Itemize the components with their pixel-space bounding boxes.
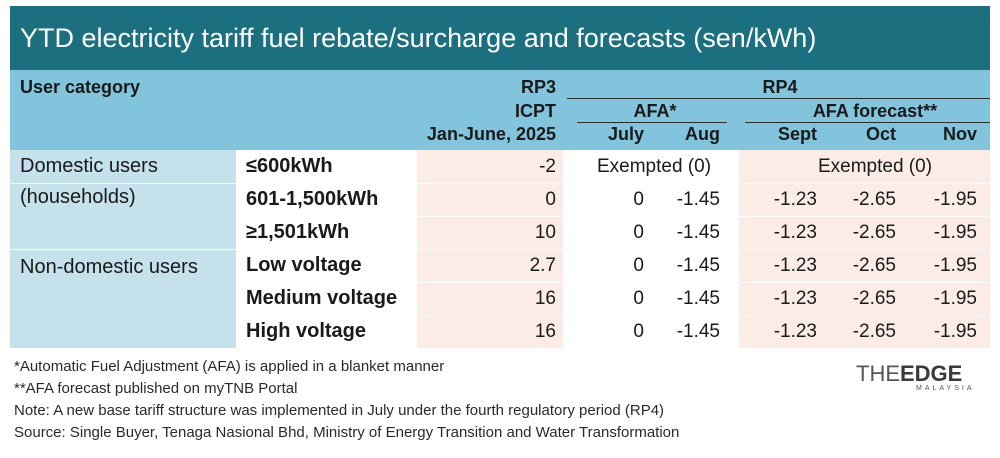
header-month-aug: Aug [685,124,720,144]
aug-value: -1.45 [676,222,720,243]
july-value: 0 [633,189,644,210]
table-title: YTD electricity tariff fuel rebate/surch… [10,6,990,70]
header-jan-june: Jan-June, 2025 [426,124,556,144]
nov-value: -1.95 [933,288,977,309]
header-afa: AFA* [633,101,677,121]
oct-value: -2.65 [852,288,896,309]
july-value: 0 [633,288,644,309]
category-domestic: Domestic users [20,155,158,177]
icpt-value: 2.7 [529,255,556,276]
logo-malaysia: MALAYSIA [916,385,975,392]
row-sub-label: ≥1,501kWh [246,221,350,243]
nov-value: -1.95 [933,189,977,210]
nov-value: -1.95 [933,255,977,276]
the-edge-logo: THEEDGE MALAYSIA [856,361,988,397]
header-user-category: User category [20,77,141,97]
header-rp4: RP4 [762,77,798,97]
oct-value: -2.65 [852,321,896,342]
logo-edge: EDGE [900,361,963,386]
sept-value: -1.23 [773,189,817,210]
icpt-value: -2 [539,156,556,177]
header-month-july: July [607,124,644,144]
aug-value: -1.45 [676,288,720,309]
sept-value: -1.23 [773,288,817,309]
row-divider [10,249,990,250]
row-divider [10,183,990,184]
sept-value: -1.23 [773,255,817,276]
row-sub-label: 601-1,500kWh [246,188,379,210]
row-sub-label: Medium voltage [246,287,398,309]
header-rp3: RP3 [520,77,556,97]
header-month-oct: Oct [865,124,896,144]
category-non-domestic: Non-domestic users [20,256,198,278]
afa-rule [577,122,727,123]
table-header [10,70,990,150]
afa-forecast-rule [745,122,990,123]
sept-value: -1.23 [773,222,817,243]
header-icpt: ICPT [514,101,556,121]
header-month-sept: Sept [777,124,817,144]
nov-value: -1.95 [933,222,977,243]
oct-value: -2.65 [852,222,896,243]
forecast-exempted: Exempted (0) [817,156,933,177]
oct-value: -2.65 [852,189,896,210]
row-sub-label: ≤600kWh [246,155,333,177]
afa-exempted: Exempted (0) [596,156,712,177]
footnote-note: Note: A new base tariff structure was im… [14,402,665,419]
nov-value: -1.95 [933,321,977,342]
july-value: 0 [633,255,644,276]
row-sub-label: Low voltage [246,254,362,276]
icpt-value: 0 [545,189,556,210]
oct-value: -2.65 [852,255,896,276]
july-value: 0 [633,321,644,342]
aug-value: -1.45 [676,189,720,210]
header-month-nov: Nov [942,124,977,144]
footnote-afa: *Automatic Fuel Adjustment (AFA) is appl… [14,358,445,375]
aug-value: -1.45 [676,321,720,342]
rp4-rule [567,98,990,99]
icpt-value: 16 [534,321,556,342]
aug-value: -1.45 [676,255,720,276]
icpt-value: 10 [534,222,556,243]
category-households: (households) [20,186,136,208]
icpt-value: 16 [534,288,556,309]
header-afa-forecast: AFA forecast** [812,101,938,121]
row-divider [236,315,990,316]
july-value: 0 [633,222,644,243]
row-divider [236,216,990,217]
footnote-source: Source: Single Buyer, Tenaga Nasional Bh… [14,424,680,441]
sept-value: -1.23 [773,321,817,342]
logo-the: THE [856,361,900,386]
row-divider [236,282,990,283]
row-sub-label: High voltage [246,320,367,342]
footnote-forecast: **AFA forecast published on myTNB Portal [14,380,298,397]
